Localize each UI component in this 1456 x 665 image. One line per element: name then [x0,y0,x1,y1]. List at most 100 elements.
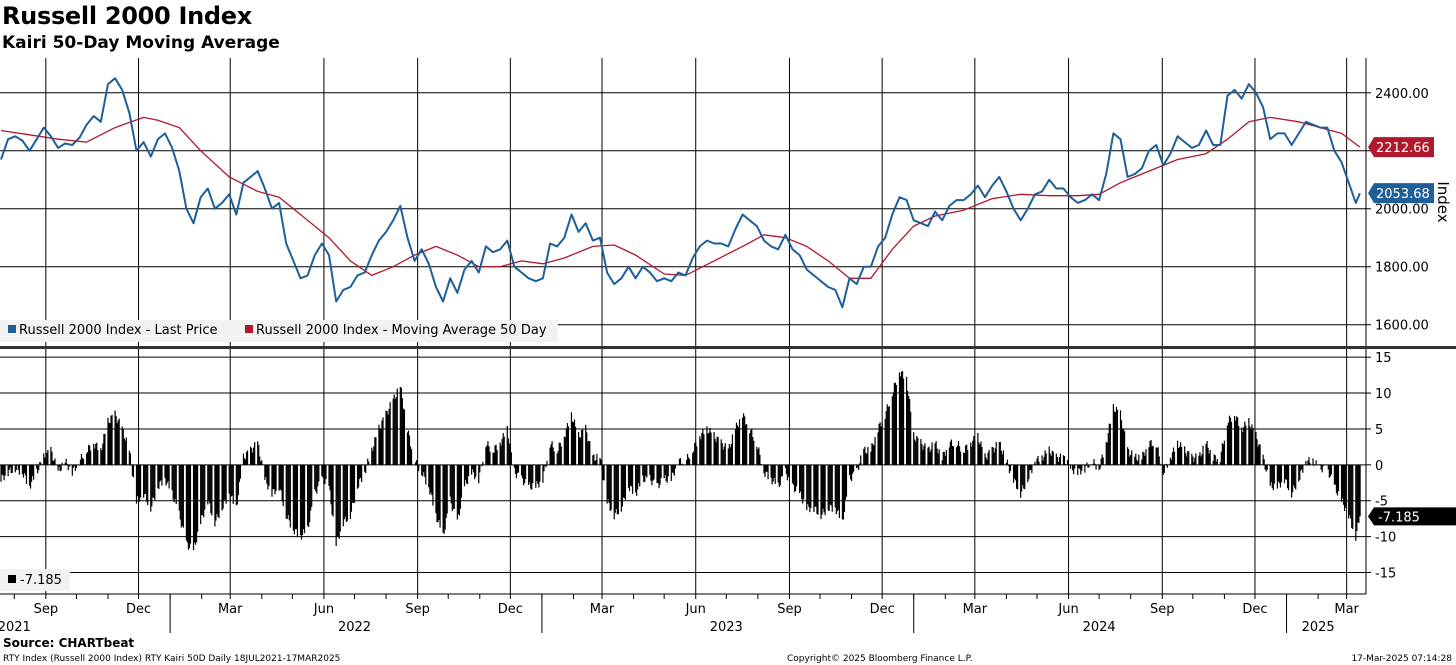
kairi-bar [125,437,127,465]
kairi-bar [466,464,469,485]
kairi-bar [357,464,360,488]
kairi-bar [1043,456,1045,465]
kairi-bar [1336,464,1339,496]
kairi-bar [707,433,709,465]
kairi-bar [8,464,10,470]
kairi-bar [999,441,1001,465]
kairi-bar [268,464,270,486]
kairi-bar [1352,464,1354,530]
kairi-bar [474,464,476,480]
kairi-bar [622,464,625,498]
kairi-bar [1115,406,1118,465]
kairi-bar [713,431,715,465]
kairi-bar [678,458,681,465]
kairi-bar [666,464,668,483]
kairi-bar [174,464,176,500]
kairi-bar [838,464,840,518]
kairi-bar [636,464,638,496]
kairi-bar [657,464,659,484]
kairi-bar [1048,446,1050,465]
kairi-bar [1091,464,1093,466]
kairi-bar [436,464,438,523]
kairi-bar [664,464,666,476]
kairi-bar [627,464,630,489]
kairi-bar [948,447,950,465]
kairi-bar [574,426,577,465]
kairi-bar [286,464,288,520]
kairi-bar [827,464,829,511]
kairi-bar [1142,451,1144,465]
kairi-bar [151,464,153,507]
kairi-bar [1252,427,1254,465]
kairi-bar [738,419,741,465]
kairi-bar [981,447,983,465]
kairi-bar [831,464,833,512]
kairi-bar [1337,464,1340,492]
kairi-bar [385,410,387,465]
kairi-bar [197,464,199,532]
y-tick-label: -15 [1375,566,1396,581]
kairi-bar [1057,461,1059,465]
kairi-bar [509,443,511,465]
kairi-bar [1152,445,1154,465]
kairi-bar [1005,462,1008,465]
kairi-bar [444,464,446,530]
kairi-bar [1012,464,1015,483]
kairi-bar [1095,464,1097,470]
kairi-bar [21,464,24,475]
kairi-bar [295,464,298,530]
kairi-bar [1023,464,1025,489]
kairi-bar [218,464,220,519]
kairi-bar [564,437,566,465]
kairi-bar [332,464,334,517]
kairi-bar [752,436,754,465]
kairi-bar [285,464,287,519]
kairi-bar [492,452,494,465]
kairi-bar [820,464,822,520]
kairi-bar [638,464,640,484]
kairi-bar [1030,464,1032,470]
kairi-last-value-tag [1368,507,1456,526]
kairi-bar [966,444,968,465]
x-year-label: 2023 [710,620,743,635]
kairi-bar [944,455,946,465]
kairi-bar [837,464,839,510]
kairi-bar [1202,445,1204,465]
kairi-bar [866,453,868,465]
kairi-bar [65,458,67,465]
kairi-bar [1107,433,1109,465]
kairi-bar [921,443,923,465]
kairi-bar [753,440,755,465]
kairi-bar [670,464,672,482]
kairi-bar [1348,464,1350,519]
kairi-bar [399,387,401,465]
kairi-bar [1173,451,1176,465]
kairi-bar [118,418,120,465]
kairi-bar [274,464,276,495]
kairi-bar [1342,464,1345,505]
kairi-bar [1052,451,1054,465]
legend-label-ma: Russell 2000 Index - Moving Average 50 D… [256,323,547,338]
kairi-bar [886,404,888,465]
kairi-bar [959,451,962,465]
kairi-bar [892,392,894,465]
kairi-bar [951,445,954,465]
kairi-bar [260,461,262,465]
legend-swatch-kairi [8,575,16,583]
kairi-bar [970,442,972,465]
kairi-bar [485,447,487,465]
kairi-bar [937,453,939,465]
kairi-bar [835,464,837,515]
kairi-bar [993,452,995,465]
kairi-bar [50,446,52,465]
kairi-bar [279,464,281,490]
kairi-bar [296,464,299,537]
kairi-bar [1113,411,1115,465]
kairi-bar [252,452,254,465]
kairi-bar [594,460,596,465]
kairi-bar [1036,458,1038,465]
kairi-bar [309,464,311,523]
kairi-bar [987,452,989,465]
kairi-bar [508,443,510,465]
kairi-bar [64,462,66,465]
